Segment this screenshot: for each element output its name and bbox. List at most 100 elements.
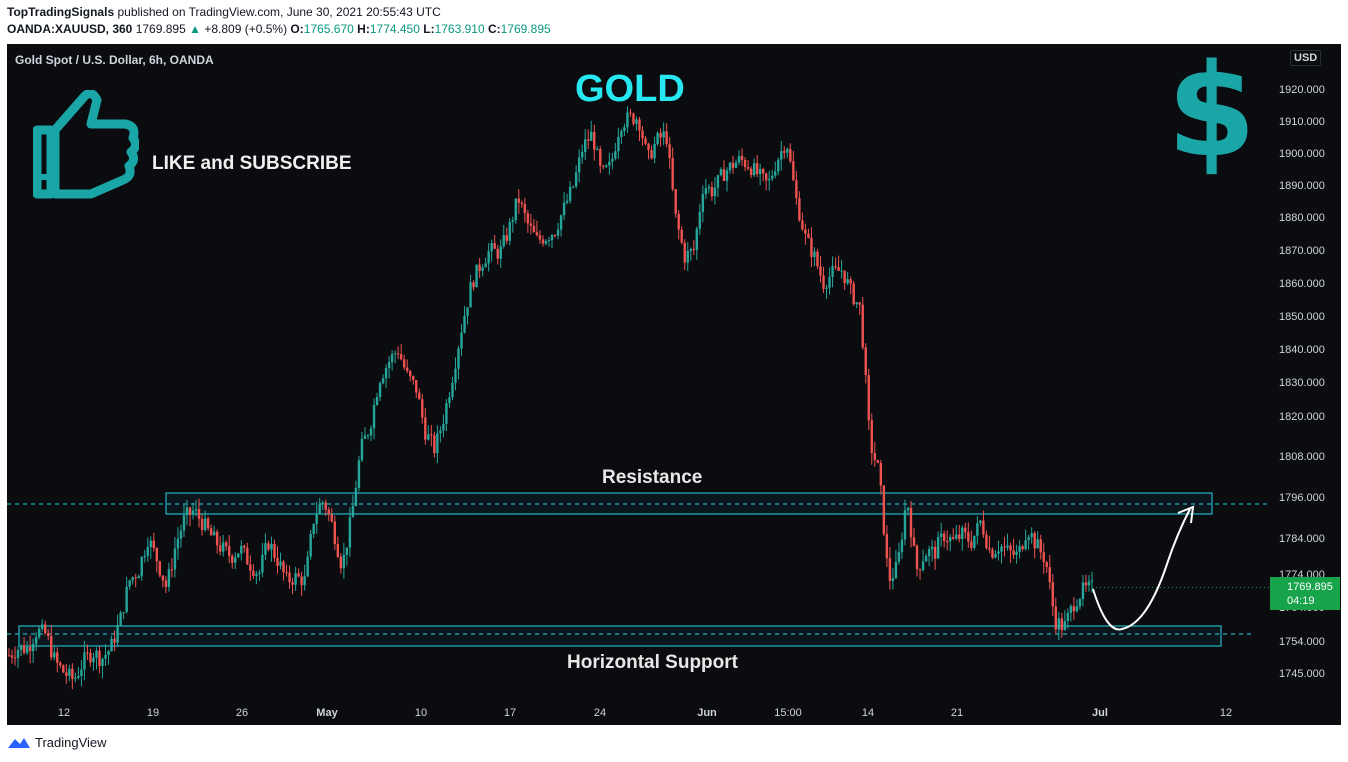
candle-body xyxy=(894,561,898,579)
candle-body xyxy=(903,510,907,540)
candle-body xyxy=(22,645,26,653)
candle-body xyxy=(68,668,71,676)
candle-body xyxy=(722,169,726,181)
candle-body xyxy=(197,509,201,519)
candle-body xyxy=(798,198,801,221)
candle-body xyxy=(964,527,967,533)
y-tick-label: 1840.000 xyxy=(1279,344,1325,356)
candle-body xyxy=(707,186,711,189)
candle-body xyxy=(255,573,258,576)
candle-body xyxy=(309,534,312,557)
candle-body xyxy=(276,557,279,566)
candle-body xyxy=(345,547,349,555)
candle-body xyxy=(831,266,834,277)
candle-body xyxy=(1078,599,1082,607)
candle-body xyxy=(80,669,83,676)
candle-body xyxy=(949,537,952,542)
candle-body xyxy=(1006,545,1009,548)
tradingview-logo-icon xyxy=(8,737,30,748)
candle-body xyxy=(454,368,457,383)
high-value: 1774.450 xyxy=(369,22,420,36)
candle-body xyxy=(10,655,14,658)
candle-body xyxy=(1015,551,1018,555)
candle-body xyxy=(161,575,165,581)
publisher-name[interactable]: TopTradingSignals xyxy=(7,5,115,19)
candle-body xyxy=(559,215,563,230)
current-price-badge: 1769.895 04:19 xyxy=(1270,577,1340,610)
candle-body xyxy=(146,547,149,556)
candle-body xyxy=(1012,550,1015,555)
resistance-label: Resistance xyxy=(602,467,703,488)
candle-body xyxy=(668,144,671,158)
candle-body xyxy=(92,657,95,663)
y-tick-label: 1784.000 xyxy=(1279,533,1325,545)
candle-body xyxy=(478,264,481,271)
chart-pane[interactable]: 1920.000 1910.000 1900.000 1890.000 1880.000… xyxy=(7,44,1341,725)
candle-body xyxy=(915,545,919,570)
ohlc-legend: OANDA:XAUUSD, 360 1769.895 ▲ +8.809 (+0.… xyxy=(7,22,551,36)
candle-body xyxy=(493,243,496,249)
candle-body xyxy=(659,133,662,138)
candle-body xyxy=(396,353,400,355)
candle-body xyxy=(496,248,499,259)
candle-body xyxy=(119,612,122,626)
candle-body xyxy=(300,576,303,586)
candle-body xyxy=(843,270,846,284)
candle-body xyxy=(502,235,505,247)
thumbs-up-icon xyxy=(33,90,139,199)
candle-body xyxy=(59,662,62,666)
publish-info: TopTradingSignals published on TradingVi… xyxy=(7,5,441,19)
support-zone xyxy=(18,625,1222,647)
candle-body xyxy=(511,220,514,222)
candle-body xyxy=(912,537,916,546)
candle-body xyxy=(249,564,252,571)
candle-body xyxy=(924,556,928,562)
high-label: H: xyxy=(357,22,370,36)
candle-body xyxy=(173,548,177,570)
candle-body xyxy=(979,520,982,524)
open-value: 1765.670 xyxy=(303,22,354,36)
candle-body xyxy=(182,515,186,531)
candle-body xyxy=(436,433,439,454)
candle-body xyxy=(771,175,774,179)
chart-canvas[interactable]: 1920.000 1910.000 1900.000 1890.000 1880.000… xyxy=(7,44,1341,725)
candle-body xyxy=(384,367,388,379)
close-value: 1769.895 xyxy=(500,22,551,36)
candle-body xyxy=(1057,618,1061,630)
candle-body xyxy=(243,545,246,548)
candle-body xyxy=(487,251,490,264)
candle-body xyxy=(16,649,20,659)
candle-body xyxy=(110,638,113,652)
candle-body xyxy=(1039,539,1042,553)
candle-body xyxy=(508,221,511,241)
candle-body xyxy=(1069,606,1073,613)
candle-body xyxy=(155,547,159,562)
candle-body xyxy=(131,577,134,581)
candle-body xyxy=(237,553,240,558)
tradingview-brand[interactable]: TradingView xyxy=(7,735,107,750)
candle-body xyxy=(221,542,225,552)
candle-body xyxy=(460,332,463,349)
candle-body xyxy=(107,651,110,655)
candle-body xyxy=(1066,612,1070,622)
candle-body xyxy=(185,507,189,516)
candle-body xyxy=(31,644,35,652)
candle-body xyxy=(83,652,86,670)
candle-body xyxy=(644,138,647,144)
dollar-sign-icon: $ xyxy=(1167,44,1257,186)
x-tick-label: 12 xyxy=(1220,707,1232,719)
candle-body xyxy=(95,650,98,658)
candle-body xyxy=(822,275,825,289)
candle-body xyxy=(807,233,810,238)
currency-badge[interactable]: USD xyxy=(1290,50,1322,66)
y-tick-label: 1910.000 xyxy=(1279,116,1325,128)
candle-body xyxy=(930,546,934,550)
current-price-value: 1769.895 xyxy=(1287,581,1333,593)
y-tick-label: 1920.000 xyxy=(1279,84,1325,96)
candle-body xyxy=(547,240,551,242)
candle-body xyxy=(472,282,475,288)
y-tick-label: 1820.000 xyxy=(1279,411,1325,423)
candle-body xyxy=(7,655,11,657)
candle-body xyxy=(840,270,843,272)
candle-body xyxy=(611,158,614,162)
